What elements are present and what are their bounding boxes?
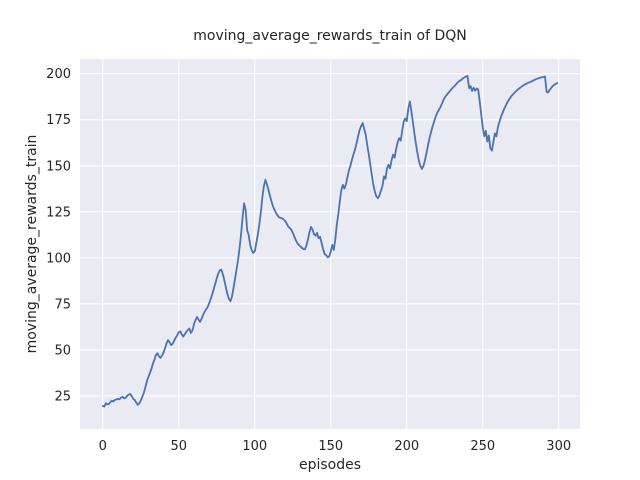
y-axis-label: moving_average_rewards_train [24,135,40,354]
y-tick-label: 125 [46,205,71,220]
x-axis-label: episodes [299,457,361,473]
series-line-moving-average [101,75,559,408]
x-tick-label: 0 [99,439,107,454]
x-tick-label: 300 [546,439,571,454]
y-tick-label: 200 [46,67,71,82]
y-tick-label: 75 [54,297,71,312]
y-tick-label: 100 [46,251,71,266]
y-tick-label: 25 [54,389,71,404]
y-tick-label: 175 [46,113,71,128]
y-tick-label: 150 [46,159,71,174]
x-tick-label: 50 [171,439,188,454]
y-tick-labels: 25 50 75 100 125 150 175 200 [46,67,71,404]
chart-title: moving_average_rewards_train of DQN [193,28,467,44]
x-tick-label: 250 [470,439,495,454]
y-tick-label: 50 [54,343,71,358]
x-tick-label: 100 [242,439,267,454]
x-tick-labels: 0 50 100 150 200 250 300 [99,439,571,454]
x-tick-label: 150 [318,439,343,454]
plot-panel [80,59,580,429]
x-tick-label: 200 [394,439,419,454]
